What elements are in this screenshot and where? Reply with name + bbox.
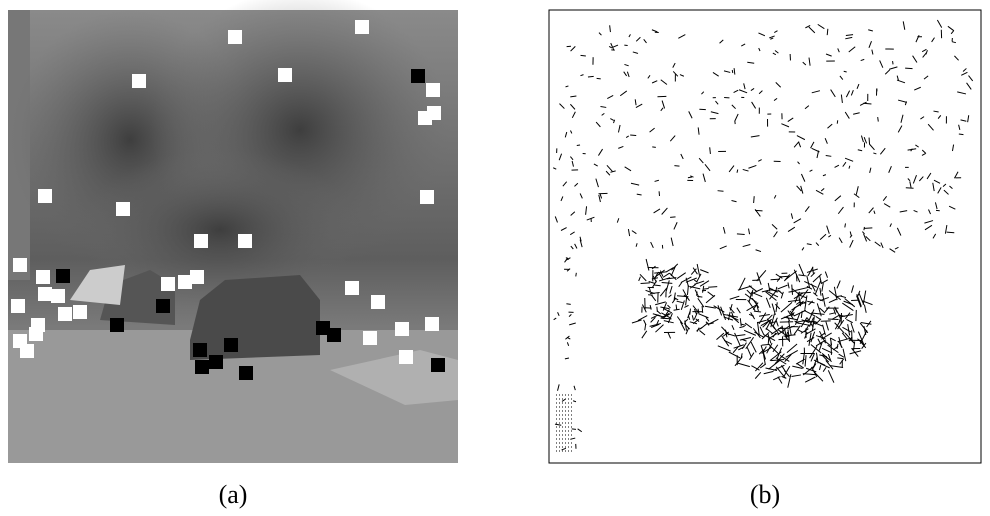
feature-square xyxy=(363,331,377,345)
flow-panel xyxy=(549,10,981,463)
feature-square xyxy=(161,277,175,291)
flow-vector xyxy=(959,134,964,135)
flow-vector xyxy=(652,147,656,148)
tracked-square xyxy=(56,269,70,283)
flow-vector xyxy=(878,117,879,121)
feature-square xyxy=(228,30,242,44)
feature-square xyxy=(190,270,204,284)
feature-square xyxy=(345,281,359,295)
feature-square xyxy=(38,287,52,301)
feature-square xyxy=(399,350,413,364)
flow-vector xyxy=(676,305,677,310)
flow-vector xyxy=(768,337,769,343)
feature-square xyxy=(132,74,146,88)
flow-vector xyxy=(703,288,708,289)
flow-vector xyxy=(708,287,717,288)
feature-square xyxy=(426,83,440,97)
flow-vector xyxy=(597,78,601,79)
feature-square xyxy=(51,289,65,303)
feature-square xyxy=(425,317,439,331)
tracked-square xyxy=(156,299,170,313)
flow-vector xyxy=(845,223,846,227)
feature-square xyxy=(13,258,27,272)
flow-vector xyxy=(718,191,724,192)
flow-vector xyxy=(566,304,570,305)
tracked-square xyxy=(195,360,209,374)
panel-caption: (a) xyxy=(193,480,273,510)
feature-square xyxy=(238,234,252,248)
flow-vector xyxy=(674,166,679,167)
figure-graphics xyxy=(0,0,990,516)
flow-vector xyxy=(576,273,577,277)
flow-vector xyxy=(780,276,788,277)
flow-vector xyxy=(670,217,675,218)
feature-square xyxy=(395,322,409,336)
feature-square xyxy=(73,305,87,319)
flow-vector xyxy=(732,70,733,73)
feature-square xyxy=(58,307,72,321)
feature-square xyxy=(371,295,385,309)
flow-vector xyxy=(710,147,711,154)
tracked-square xyxy=(193,343,207,357)
feature-square xyxy=(20,344,34,358)
flow-vector xyxy=(827,29,828,35)
feature-square xyxy=(116,202,130,216)
flow-vector xyxy=(737,234,745,235)
flow-vector xyxy=(905,68,912,69)
tracked-square xyxy=(209,355,223,369)
flow-vector xyxy=(657,307,658,312)
feature-square xyxy=(427,106,441,120)
tracked-square xyxy=(239,366,253,380)
feature-square xyxy=(278,68,292,82)
feature-square xyxy=(36,270,50,284)
flow-vector xyxy=(702,306,703,313)
flow-vector xyxy=(864,228,872,229)
feature-square xyxy=(355,20,369,34)
tracked-square xyxy=(327,328,341,342)
feature-square xyxy=(420,190,434,204)
tracked-square xyxy=(224,338,238,352)
feature-square xyxy=(11,299,25,313)
tracked-square xyxy=(411,69,425,83)
flow-vector xyxy=(947,232,955,233)
flow-vector xyxy=(869,138,870,145)
feature-square xyxy=(29,327,43,341)
figure: {"figure": {"panels": [{"caption": "(a)"… xyxy=(0,0,990,516)
flow-vector xyxy=(754,196,755,203)
flow-vector xyxy=(588,76,594,77)
tracked-square xyxy=(110,318,124,332)
feature-square xyxy=(194,234,208,248)
panel-caption: (b) xyxy=(725,480,805,510)
feature-square xyxy=(178,275,192,289)
flow-vector xyxy=(641,283,650,284)
tracked-square xyxy=(431,358,445,372)
flow-vector xyxy=(771,279,780,280)
photo-panel xyxy=(8,0,458,463)
feature-square xyxy=(38,189,52,203)
